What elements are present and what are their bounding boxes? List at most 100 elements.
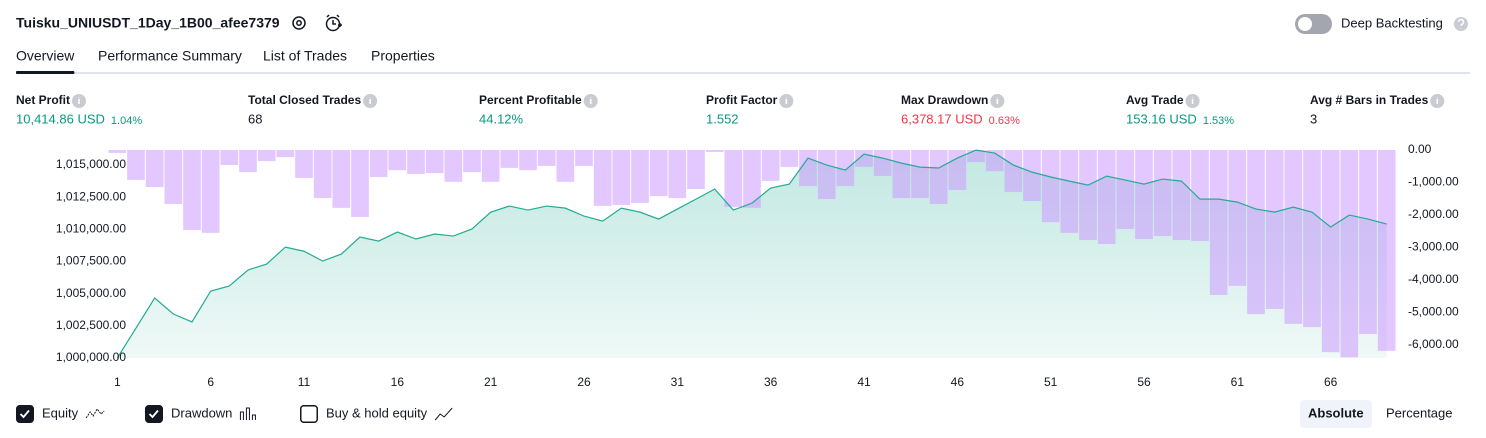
metric-value: 153.16 USD: [1126, 111, 1197, 126]
tab-separator: [16, 72, 1470, 74]
drawdown-bar: [537, 150, 556, 166]
drawdown-bar: [407, 150, 425, 175]
drawdown-bar: [761, 150, 780, 181]
drawdown-bar: [201, 150, 220, 233]
drawdown-bar: [388, 150, 407, 171]
drawdown-bar: [799, 150, 817, 187]
drawdown-bar: [1060, 150, 1079, 233]
tab[interactable]: List of Trades: [263, 48, 347, 64]
drawdown-bar: [705, 150, 724, 152]
metric-value: 1.552: [706, 111, 739, 126]
drawdown-bar: [257, 150, 276, 162]
drawdown-bar: [183, 150, 201, 230]
metric-value: 10,414.86 USD: [16, 111, 105, 126]
legend-label[interactable]: Buy & hold equity: [326, 405, 428, 420]
settings-icon[interactable]: [292, 16, 306, 30]
metric-value: 3: [1310, 111, 1317, 126]
drawdown-bar: [351, 150, 369, 217]
metric-label: Percent Profitable: [479, 93, 582, 107]
drawdown-bar: [313, 150, 332, 199]
drawdown-bar: [127, 150, 145, 180]
y-tick-label: 1,005,000.00: [56, 286, 126, 300]
drawdown-bar: [1004, 150, 1023, 192]
drawdown-bar: [295, 150, 313, 178]
drawdown-bar: [1153, 150, 1172, 237]
equity-line: [116, 149, 1387, 359]
drawdown-bar: [1284, 150, 1303, 324]
metric-label: Avg # Bars in Trades: [1310, 93, 1429, 107]
drawdown-bar: [911, 150, 929, 199]
drawdown-bar: [1079, 150, 1097, 241]
legend-label[interactable]: Drawdown: [171, 405, 232, 420]
legend-checkbox[interactable]: [300, 405, 318, 423]
drawdown-bar: [1135, 150, 1153, 240]
x-tick-label: 41: [857, 375, 871, 389]
toggle-knob: [1298, 17, 1312, 31]
drawdown-bar: [425, 150, 444, 174]
legend-label[interactable]: Equity: [42, 405, 79, 420]
drawdown-bar: [463, 150, 481, 173]
view-button[interactable]: Absolute: [1308, 405, 1364, 420]
drawdown-bar: [929, 150, 948, 204]
y-tick-label: 1,012,500.00: [56, 189, 126, 203]
tab[interactable]: Properties: [371, 48, 435, 64]
metric-label: Profit Factor: [706, 93, 778, 107]
drawdown-bar: [724, 150, 743, 207]
drawdown-bar: [743, 150, 761, 208]
drawdown-bar: [332, 150, 351, 208]
tab[interactable]: Overview: [16, 48, 75, 64]
x-tick-label: 46: [951, 375, 965, 389]
y2-tick-label: -4,000.00: [1408, 272, 1459, 286]
x-tick-label: 56: [1137, 375, 1151, 389]
drawdown-bar: [108, 150, 127, 153]
x-tick-label: 51: [1044, 375, 1058, 389]
y-tick-label: 1,002,500.00: [56, 318, 126, 332]
deep-backtesting-label: Deep Backtesting: [1341, 15, 1443, 30]
legend-icon: [85, 408, 105, 419]
drawdown-bar: [276, 150, 295, 158]
alert-icon[interactable]: [325, 14, 343, 32]
help-icon[interactable]: [1454, 17, 1468, 31]
x-tick-label: 66: [1324, 375, 1338, 389]
drawdown-bar: [612, 150, 631, 205]
drawdown-bar: [1265, 150, 1284, 309]
drawdown-bar: [631, 150, 649, 203]
metric-percent: 1.53%: [1203, 115, 1234, 127]
x-tick-label: 31: [671, 375, 685, 389]
drawdown-bar: [780, 150, 799, 167]
x-tick-label: 61: [1231, 375, 1245, 389]
metric-label: Net Profit: [16, 93, 70, 107]
drawdown-bar: [220, 150, 239, 165]
drawdown-bar: [892, 150, 911, 199]
drawdown-bar: [836, 150, 855, 187]
drawdown-bar: [164, 150, 183, 204]
metric-value: 6,378.17 USD: [901, 111, 983, 126]
metric-label: Avg Trade: [1126, 93, 1184, 107]
metric-label: Total Closed Trades: [248, 93, 361, 107]
active-tab-underline: [16, 71, 75, 74]
x-tick-label: 21: [484, 375, 498, 389]
x-tick-label: 1: [114, 375, 121, 389]
y-tick-label: 1,015,000.00: [56, 157, 126, 171]
view-button[interactable]: Percentage: [1386, 405, 1453, 420]
checkmark: [19, 409, 30, 419]
legend-icon: [434, 407, 453, 421]
drawdown-bar: [444, 150, 463, 182]
x-tick-label: 11: [298, 375, 311, 389]
metric-percent: 0.63%: [989, 115, 1020, 127]
drawdown-bar: [1247, 150, 1265, 315]
drawdown-bar: [1359, 150, 1377, 334]
drawdown-bar: [1191, 150, 1209, 241]
drawdown-bar: [855, 150, 873, 167]
drawdown-bar: [1377, 150, 1396, 351]
drawdown-bar: [1041, 150, 1060, 223]
y-tick-label: 1,000,000.00: [56, 350, 126, 364]
drawdown-bar: [1209, 150, 1228, 295]
drawdown-bar: [668, 150, 687, 199]
strategy-title: Tuisku_UNIUSDT_1Day_1B00_afee7379: [16, 15, 280, 31]
drawdown-bar: [1172, 150, 1191, 241]
tab[interactable]: Performance Summary: [98, 48, 242, 64]
drawdown-bar: [1321, 150, 1340, 353]
drawdown-bar: [145, 150, 164, 188]
drawdown-bar: [687, 150, 705, 189]
